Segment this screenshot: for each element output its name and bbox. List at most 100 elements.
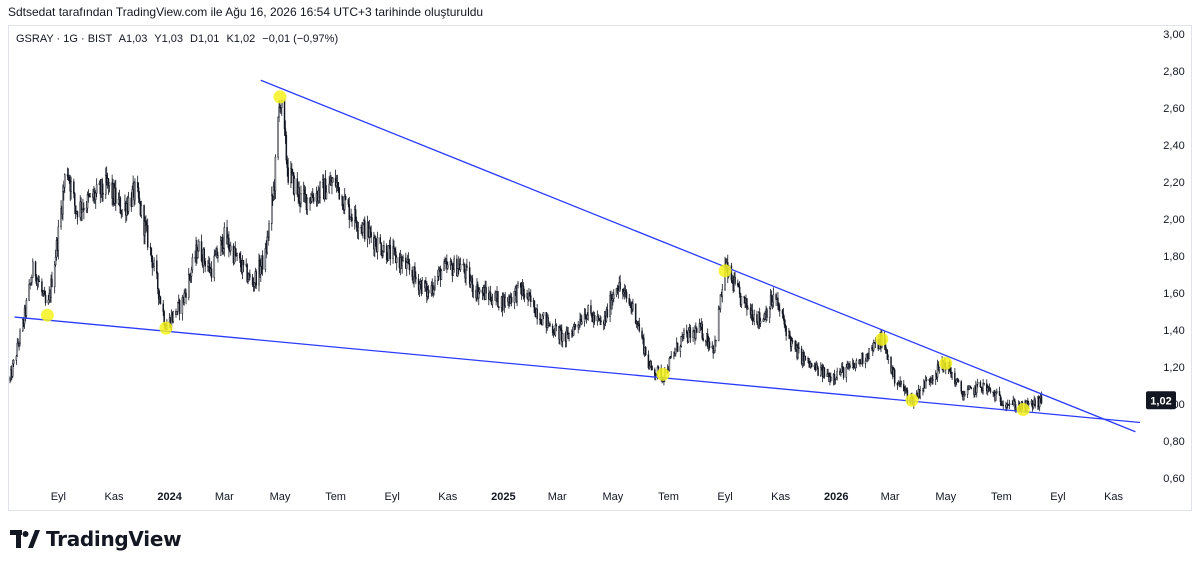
trendline-upper[interactable] xyxy=(260,79,1136,433)
candle-body xyxy=(368,228,371,238)
candle-body xyxy=(357,226,360,231)
x-tick-label: Mar xyxy=(548,491,567,503)
candle-body xyxy=(706,333,709,347)
candle-body xyxy=(9,377,11,381)
candle-body xyxy=(138,197,141,202)
candle-body xyxy=(517,282,519,286)
candle-body xyxy=(11,363,14,377)
candle-body xyxy=(190,269,193,277)
candle-body xyxy=(343,196,346,210)
candle-body xyxy=(680,336,683,347)
candle-body xyxy=(654,369,656,376)
candle-body xyxy=(872,342,875,351)
candle-body xyxy=(271,194,273,224)
candle-body xyxy=(770,295,773,306)
candle-body xyxy=(459,264,462,270)
candle-body xyxy=(311,194,313,202)
candle-body xyxy=(955,379,958,383)
candle-body xyxy=(675,348,677,355)
candle-body xyxy=(156,260,158,274)
candle-body xyxy=(291,168,293,174)
candle-body xyxy=(284,128,287,136)
x-tick-label: May xyxy=(270,491,291,503)
candle-body xyxy=(12,359,15,365)
symbol-legend[interactable]: GSRAY · 1G · BIST A1,03 Y1,03 D1,01 K1,0… xyxy=(16,33,342,45)
candle-body xyxy=(272,185,275,197)
candle-body xyxy=(222,248,225,253)
candle-body xyxy=(528,292,530,300)
candle-body xyxy=(146,225,149,248)
candle-body xyxy=(131,189,133,207)
candle-body xyxy=(87,194,90,197)
candle-body xyxy=(38,280,40,283)
candle-body xyxy=(23,307,26,324)
candle-body xyxy=(74,205,77,214)
candle-body xyxy=(611,299,613,310)
candle-body xyxy=(159,296,162,305)
candle-body xyxy=(751,310,754,321)
candle-body xyxy=(733,276,735,291)
candle-body xyxy=(967,388,970,391)
candle-body xyxy=(593,315,596,322)
x-tick-label: Tem xyxy=(658,491,679,503)
candle-body xyxy=(758,312,761,324)
candle-body xyxy=(701,323,703,339)
candle-body xyxy=(246,264,248,282)
candle-body xyxy=(925,379,928,381)
candle-body xyxy=(44,295,47,304)
candle-body xyxy=(62,191,64,215)
candle-body xyxy=(864,360,867,364)
candle-body xyxy=(986,387,989,392)
candle-body xyxy=(530,295,532,302)
candle-body xyxy=(887,356,890,360)
candle-body xyxy=(36,278,39,285)
y-tick-label: 1,80 xyxy=(1163,251,1184,263)
candle-body xyxy=(668,357,671,371)
candle-body xyxy=(951,372,953,378)
candle-body xyxy=(241,260,244,273)
candle-body xyxy=(328,183,330,193)
candle-body xyxy=(905,388,908,391)
legend-high: Y1,03 xyxy=(154,33,183,45)
candle-body xyxy=(783,318,786,325)
tradingview-logo[interactable]: TradingView xyxy=(10,526,182,552)
candle-body xyxy=(266,236,268,254)
candle-body xyxy=(325,191,328,200)
y-tick-label: 2,00 xyxy=(1163,214,1184,226)
candle-body xyxy=(632,303,634,310)
candle-body xyxy=(331,181,333,186)
candle-body xyxy=(999,395,1002,403)
candle-body xyxy=(713,350,715,354)
candle-body xyxy=(568,333,570,339)
candle-body xyxy=(714,339,716,352)
candle-body xyxy=(261,255,264,270)
candle-body xyxy=(903,384,905,391)
pivot-marker xyxy=(40,308,54,322)
candle-body xyxy=(278,106,280,118)
trendline-lower[interactable] xyxy=(14,316,1141,424)
candle-body xyxy=(16,342,19,357)
candle-body xyxy=(743,296,745,298)
candle-body xyxy=(840,371,842,375)
candle-body xyxy=(587,305,589,316)
candle-body xyxy=(893,369,896,384)
x-tick-label: May xyxy=(602,491,623,503)
pivot-marker xyxy=(656,367,670,381)
candle-body xyxy=(1014,401,1016,410)
candle-body xyxy=(890,356,892,373)
candle-body xyxy=(634,303,637,324)
candle-body xyxy=(137,187,140,199)
candle-body xyxy=(642,337,644,339)
candle-body xyxy=(364,220,366,240)
candle-body xyxy=(369,228,372,233)
candle-body xyxy=(772,294,775,303)
candle-body xyxy=(434,279,436,289)
candle-body xyxy=(798,347,800,349)
candle-body xyxy=(418,283,421,291)
candle-body xyxy=(529,292,531,296)
candle-body xyxy=(954,372,956,385)
candle-body xyxy=(47,299,50,304)
candle-body xyxy=(964,393,966,396)
candle-body xyxy=(67,175,70,178)
